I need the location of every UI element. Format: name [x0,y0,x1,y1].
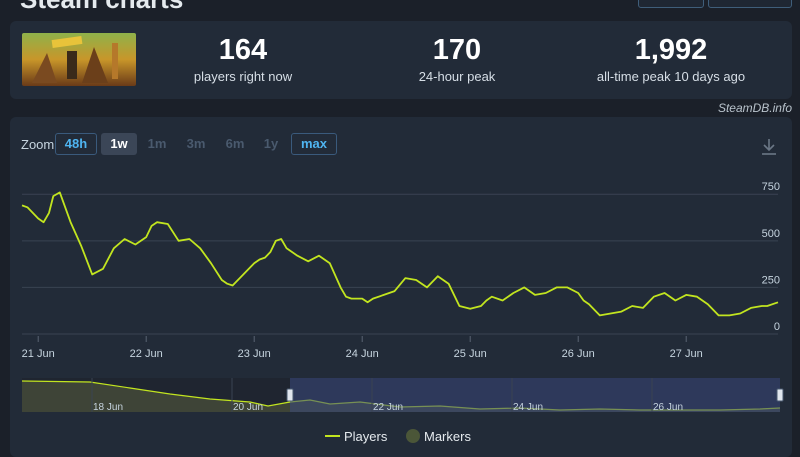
chart-panel: Zoom 48h 1w 1m 3m 6m 1y max [10,117,792,457]
page-title: Steam charts [20,0,183,15]
stat-value: 1,992 [634,34,708,66]
zoom-6m-button[interactable]: 6m [225,136,245,151]
stat-label: all-time peak 10 days ago [596,69,746,84]
stat-all-time-peak: 1,992 all-time peak 10 days ago [571,33,771,84]
game-thumbnail[interactable] [22,33,136,86]
game-thumbnail-image [22,33,136,86]
zoom-48h-button[interactable]: 48h [55,133,97,155]
zoom-label: Zoom [21,137,55,152]
steamdb-credit[interactable]: SteamDB.info [717,101,792,115]
top-action-button[interactable] [638,0,704,8]
stat-24h-peak: 170 24-hour peak [357,33,557,84]
stat-value: 164 [218,34,268,66]
stat-label: 24-hour peak [418,69,496,84]
stat-value: 170 [432,34,482,66]
top-action-button-2[interactable] [708,0,792,8]
stat-label: players right now [193,69,293,84]
zoom-1y-button[interactable]: 1y [263,136,279,151]
download-icon[interactable] [761,138,777,161]
zoom-1w-button[interactable]: 1w [101,133,137,155]
stat-players-now: 164 players right now [143,33,343,84]
zoom-max-button[interactable]: max [291,133,337,155]
zoom-3m-button[interactable]: 3m [186,136,206,151]
zoom-1m-button[interactable]: 1m [147,136,167,151]
stats-panel: 164 players right now 170 24-hour peak 1… [10,21,792,99]
